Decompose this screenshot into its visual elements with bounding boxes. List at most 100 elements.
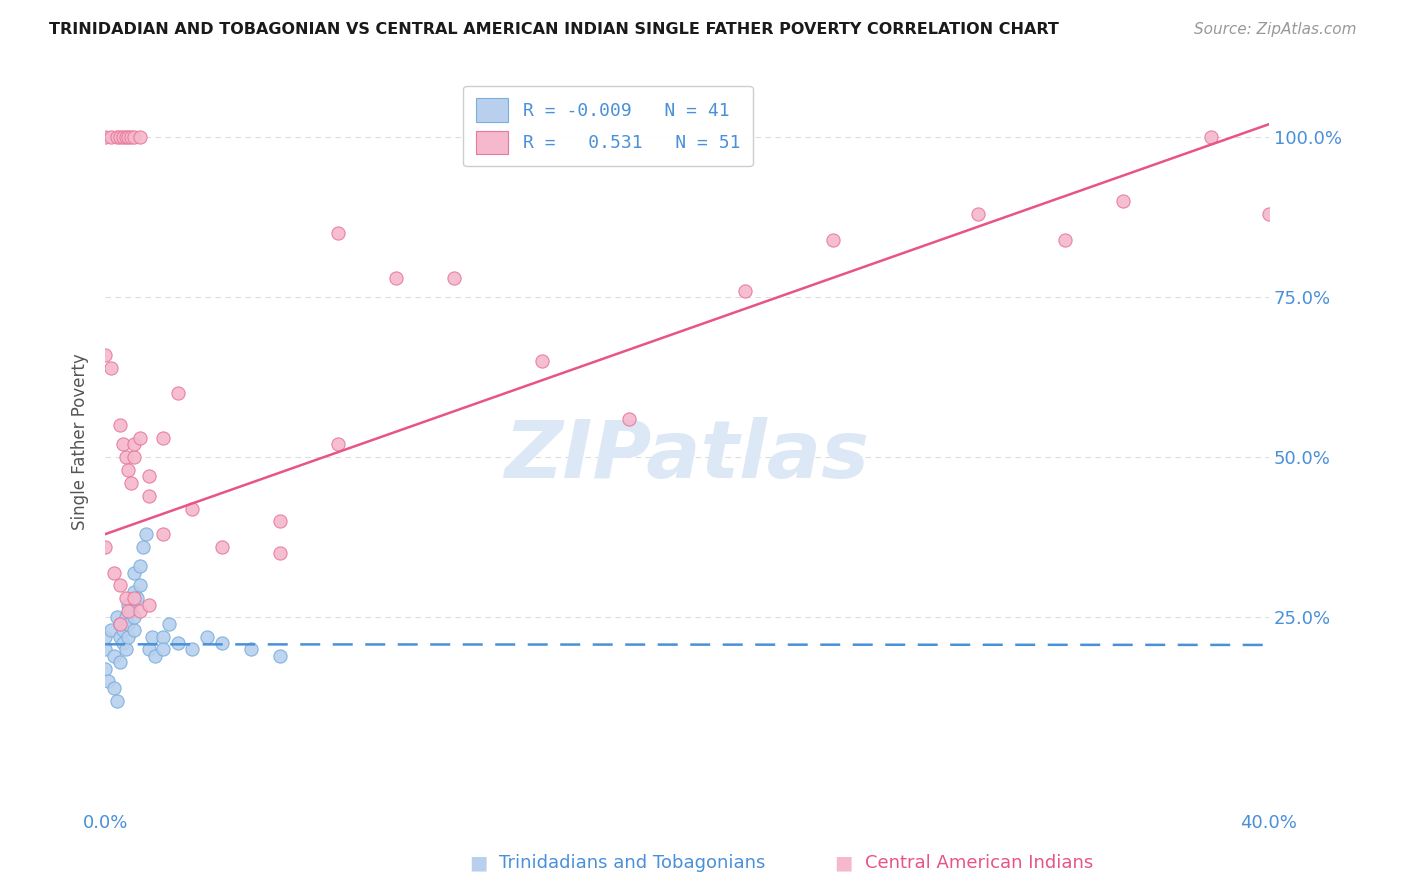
Point	[129, 578, 152, 592]
Point	[152, 630, 174, 644]
Text: ■: ■	[834, 854, 853, 872]
Point	[108, 578, 131, 592]
Point	[211, 636, 233, 650]
Point	[103, 681, 125, 695]
Point	[117, 598, 139, 612]
Point	[1258, 207, 1281, 221]
Point	[385, 271, 408, 285]
Point	[94, 130, 117, 145]
Point	[117, 604, 139, 618]
Point	[105, 130, 128, 145]
Text: Central American Indians: Central American Indians	[865, 855, 1092, 872]
Point	[127, 591, 149, 606]
Point	[100, 624, 122, 638]
Point	[114, 610, 136, 624]
Point	[124, 566, 146, 580]
Text: ■: ■	[468, 854, 488, 872]
Point	[105, 610, 128, 624]
Point	[103, 648, 125, 663]
Point	[124, 584, 146, 599]
Text: TRINIDADIAN AND TOBAGONIAN VS CENTRAL AMERICAN INDIAN SINGLE FATHER POVERTY CORR: TRINIDADIAN AND TOBAGONIAN VS CENTRAL AM…	[49, 22, 1059, 37]
Point	[129, 559, 152, 574]
Point	[108, 655, 131, 669]
Point	[117, 616, 139, 631]
Point	[129, 130, 152, 145]
Point	[129, 604, 152, 618]
Point	[326, 437, 349, 451]
Point	[269, 514, 291, 528]
Point	[117, 630, 139, 644]
Point	[124, 624, 146, 638]
Point	[141, 630, 163, 644]
Point	[103, 566, 125, 580]
Point	[181, 642, 204, 657]
Point	[120, 475, 142, 490]
Point	[124, 130, 146, 145]
Legend: R = -0.009   N = 41, R =   0.531   N = 51: R = -0.009 N = 41, R = 0.531 N = 51	[464, 86, 754, 167]
Point	[181, 501, 204, 516]
Point	[108, 630, 131, 644]
Point	[132, 540, 155, 554]
Point	[120, 604, 142, 618]
Text: Trinidadians and Tobagonians: Trinidadians and Tobagonians	[499, 855, 765, 872]
Point	[967, 207, 990, 221]
Point	[138, 642, 160, 657]
Point	[326, 226, 349, 240]
Point	[97, 674, 120, 689]
Point	[111, 437, 134, 451]
Point	[114, 591, 136, 606]
Point	[211, 540, 233, 554]
Point	[138, 598, 160, 612]
Point	[124, 591, 146, 606]
Point	[94, 662, 117, 676]
Y-axis label: Single Father Poverty: Single Father Poverty	[72, 353, 89, 530]
Point	[135, 527, 157, 541]
Point	[617, 412, 640, 426]
Point	[108, 616, 131, 631]
Point	[117, 463, 139, 477]
Point	[152, 642, 174, 657]
Point	[108, 130, 131, 145]
Point	[129, 431, 152, 445]
Point	[167, 386, 190, 401]
Point	[1054, 233, 1077, 247]
Point	[269, 648, 291, 663]
Point	[105, 693, 128, 707]
Point	[734, 284, 756, 298]
Point	[1199, 130, 1222, 145]
Point	[1112, 194, 1135, 208]
Point	[111, 624, 134, 638]
Point	[94, 348, 117, 362]
Point	[195, 630, 218, 644]
Point	[117, 130, 139, 145]
Point	[239, 642, 262, 657]
Point	[152, 431, 174, 445]
Text: ZIPatlas: ZIPatlas	[505, 417, 869, 495]
Point	[143, 648, 166, 663]
Point	[111, 636, 134, 650]
Point	[124, 610, 146, 624]
Point	[443, 271, 465, 285]
Point	[114, 642, 136, 657]
Point	[108, 418, 131, 433]
Point	[821, 233, 844, 247]
Point	[269, 546, 291, 560]
Point	[114, 130, 136, 145]
Point	[157, 616, 180, 631]
Point	[138, 489, 160, 503]
Point	[94, 540, 117, 554]
Point	[100, 130, 122, 145]
Point	[100, 360, 122, 375]
Text: Source: ZipAtlas.com: Source: ZipAtlas.com	[1194, 22, 1357, 37]
Point	[124, 450, 146, 465]
Point	[138, 469, 160, 483]
Point	[530, 354, 553, 368]
Point	[111, 130, 134, 145]
Point	[167, 636, 190, 650]
Point	[152, 527, 174, 541]
Point	[94, 630, 117, 644]
Point	[120, 130, 142, 145]
Point	[114, 450, 136, 465]
Point	[124, 437, 146, 451]
Point	[94, 642, 117, 657]
